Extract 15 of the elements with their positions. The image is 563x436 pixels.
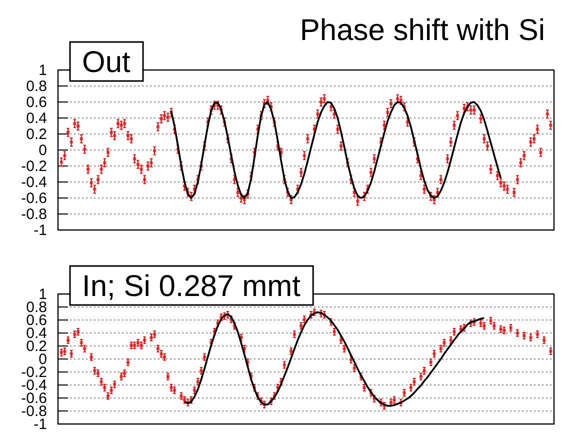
y-tick-label: -0.4 — [21, 174, 47, 191]
y-tick-label: -0.8 — [21, 206, 47, 223]
chart-title: In; Si 0.287 mmt — [82, 270, 302, 303]
y-tick-label: -1 — [34, 222, 47, 239]
y-tick-label: 0.2 — [26, 126, 47, 143]
y-tick-label: 0.4 — [26, 110, 47, 127]
line-series — [184, 311, 485, 407]
y-tick-label: 0.8 — [26, 78, 47, 95]
y-tick-label: 0 — [38, 142, 47, 159]
y-tick-label: 0.6 — [26, 94, 47, 111]
chart-title: Out — [82, 46, 132, 79]
y-tick-label: -0.6 — [21, 190, 47, 207]
y-tick-label: -0.2 — [21, 158, 47, 175]
text: Phase shift with Si — [300, 14, 545, 47]
y-tick-label: 1 — [38, 62, 47, 79]
